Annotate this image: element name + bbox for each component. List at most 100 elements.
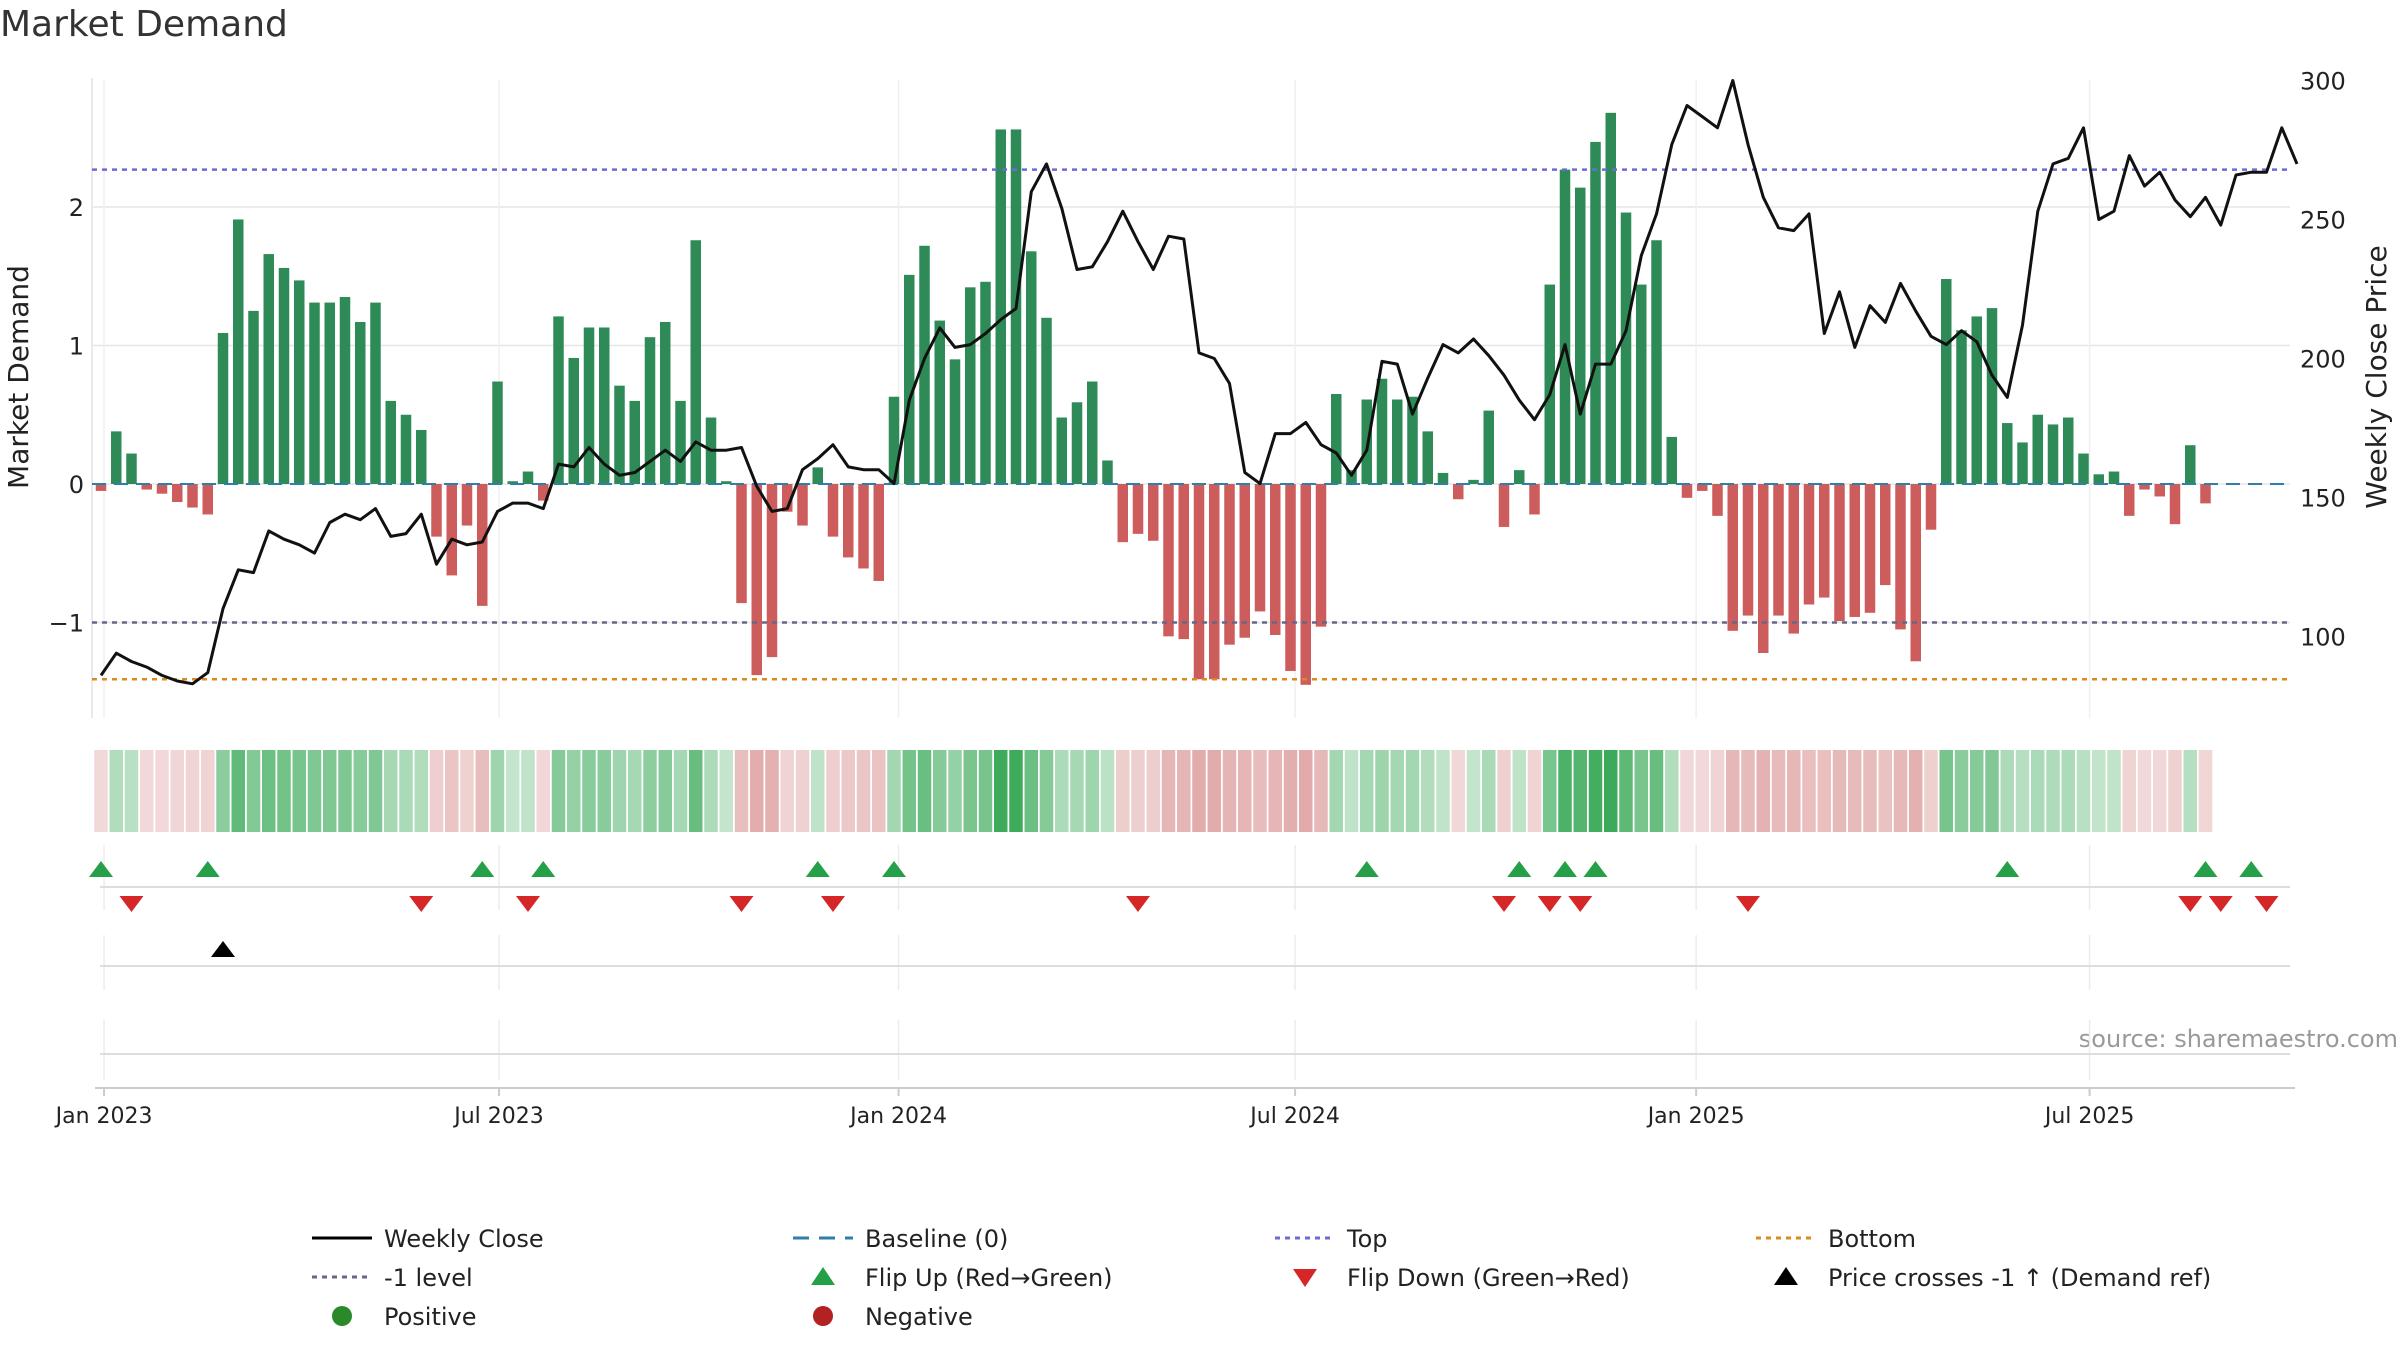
demand-bar — [1895, 484, 1906, 630]
flip-up-marker — [89, 861, 113, 877]
heat-cell — [1893, 750, 1908, 832]
demand-bar — [1529, 484, 1540, 515]
flip-up-marker — [195, 861, 220, 877]
heat-cell — [460, 750, 474, 832]
demand-bar — [1270, 484, 1281, 635]
flip-down-marker — [2208, 896, 2233, 912]
flip-down-marker — [1736, 896, 1760, 912]
heat-cell — [1055, 750, 1069, 832]
demand-bar — [172, 484, 183, 503]
heat-cell — [1329, 750, 1343, 832]
demand-bar — [1758, 484, 1769, 653]
heat-cell — [1954, 750, 1969, 832]
demand-bar — [202, 484, 213, 515]
flip-down-marker — [2254, 896, 2279, 912]
y-left-tick-label: −1 — [49, 610, 84, 638]
heat-cell — [719, 750, 733, 832]
demand-bar — [1742, 484, 1754, 616]
heat-cell — [1756, 750, 1770, 832]
x-axis: Jan 2023 Jul 2023 Jan 2024 Jul 2024 Jan 2025… — [54, 1087, 2295, 1129]
heat-cell — [887, 750, 901, 832]
flip-down-marker — [2178, 896, 2203, 912]
demand-bar — [888, 396, 900, 484]
heat-cell — [1802, 750, 1816, 832]
heat-cell — [750, 750, 764, 832]
demand-bar — [1254, 484, 1266, 612]
demand-bar — [1559, 169, 1571, 485]
demand-bar — [766, 484, 778, 658]
flip-up-marker — [805, 861, 830, 877]
demand-bar — [660, 321, 671, 484]
y-right-tick-label: 250 — [2300, 207, 2346, 235]
source-credit: source: sharemaestro.com — [2079, 1025, 2398, 1053]
demand-bar — [1178, 484, 1189, 640]
heat-cell — [643, 750, 657, 832]
flip-up-marker — [1583, 861, 1608, 877]
heat-cell — [612, 750, 627, 832]
heat-cell — [1146, 750, 1160, 832]
heat-cell — [506, 750, 520, 832]
demand-bar — [2108, 471, 2120, 484]
heat-cell — [2000, 750, 2014, 832]
demand-bar — [187, 484, 198, 508]
flip-up-marker — [1995, 861, 2020, 877]
x-tick-label: Jan 2023 — [54, 1104, 153, 1129]
heat-cell — [201, 750, 215, 832]
legend-swatch — [813, 1306, 833, 1326]
heat-cell — [1436, 750, 1450, 832]
demand-bar — [217, 333, 229, 484]
flip-down-marker — [1492, 896, 1516, 912]
flip-up-marker — [470, 861, 495, 877]
heat-cell — [2168, 750, 2182, 832]
demand-bar — [1392, 399, 1403, 484]
heat-cell — [2046, 750, 2060, 832]
legend-label: Baseline (0) — [865, 1225, 1008, 1253]
heat-cell — [1680, 750, 1694, 832]
demand-bar — [1483, 410, 1494, 484]
demand-bar — [324, 302, 335, 484]
heat-cell — [1222, 750, 1237, 832]
demand-bar — [1880, 484, 1891, 586]
demand-bar — [1849, 484, 1860, 617]
heat-cell — [1634, 750, 1648, 832]
demand-bar — [1041, 317, 1052, 484]
heat-cell — [2031, 750, 2045, 832]
heat-cell — [1024, 750, 1038, 832]
demand-bar — [2047, 424, 2059, 484]
heat-cell — [1604, 750, 1618, 832]
heat-cell — [2107, 750, 2121, 832]
demand-bar — [2093, 474, 2104, 484]
heat-cell — [795, 750, 810, 832]
flip-up-marker — [1354, 861, 1379, 877]
demand-bar — [1941, 279, 1952, 484]
heat-cell — [1924, 750, 1938, 832]
flip-down-marker — [821, 896, 845, 912]
demand-bar — [309, 302, 320, 484]
demand-bar — [1056, 417, 1067, 484]
demand-bar — [2139, 484, 2150, 490]
demand-bar — [965, 287, 976, 484]
demand-bar — [1422, 431, 1433, 484]
demand-bar — [1788, 484, 1799, 634]
heat-cell — [765, 750, 779, 832]
demand-bar — [904, 274, 915, 484]
demand-bar — [2063, 417, 2074, 484]
chart-title: Market Demand — [0, 4, 288, 45]
heat-cell — [1299, 750, 1313, 832]
legend-label: Price crosses -1 ↑ (Demand ref) — [1828, 1264, 2211, 1292]
flip-up-marker — [2193, 861, 2218, 877]
y-left-tick-label: 0 — [69, 471, 84, 499]
demand-bar — [1331, 393, 1342, 484]
demand-bar — [599, 327, 610, 484]
heat-cell — [872, 750, 886, 832]
heat-cell — [1009, 750, 1023, 832]
heat-cell — [399, 750, 413, 832]
heat-cell — [1863, 750, 1877, 832]
heat-cell — [1878, 750, 1892, 832]
demand-bar — [370, 302, 381, 484]
heat-cell — [1497, 750, 1511, 832]
demand-bar — [1498, 484, 1510, 527]
demand-bar — [1986, 308, 1998, 484]
heat-cell — [1451, 750, 1465, 832]
heat-cell — [978, 750, 993, 832]
